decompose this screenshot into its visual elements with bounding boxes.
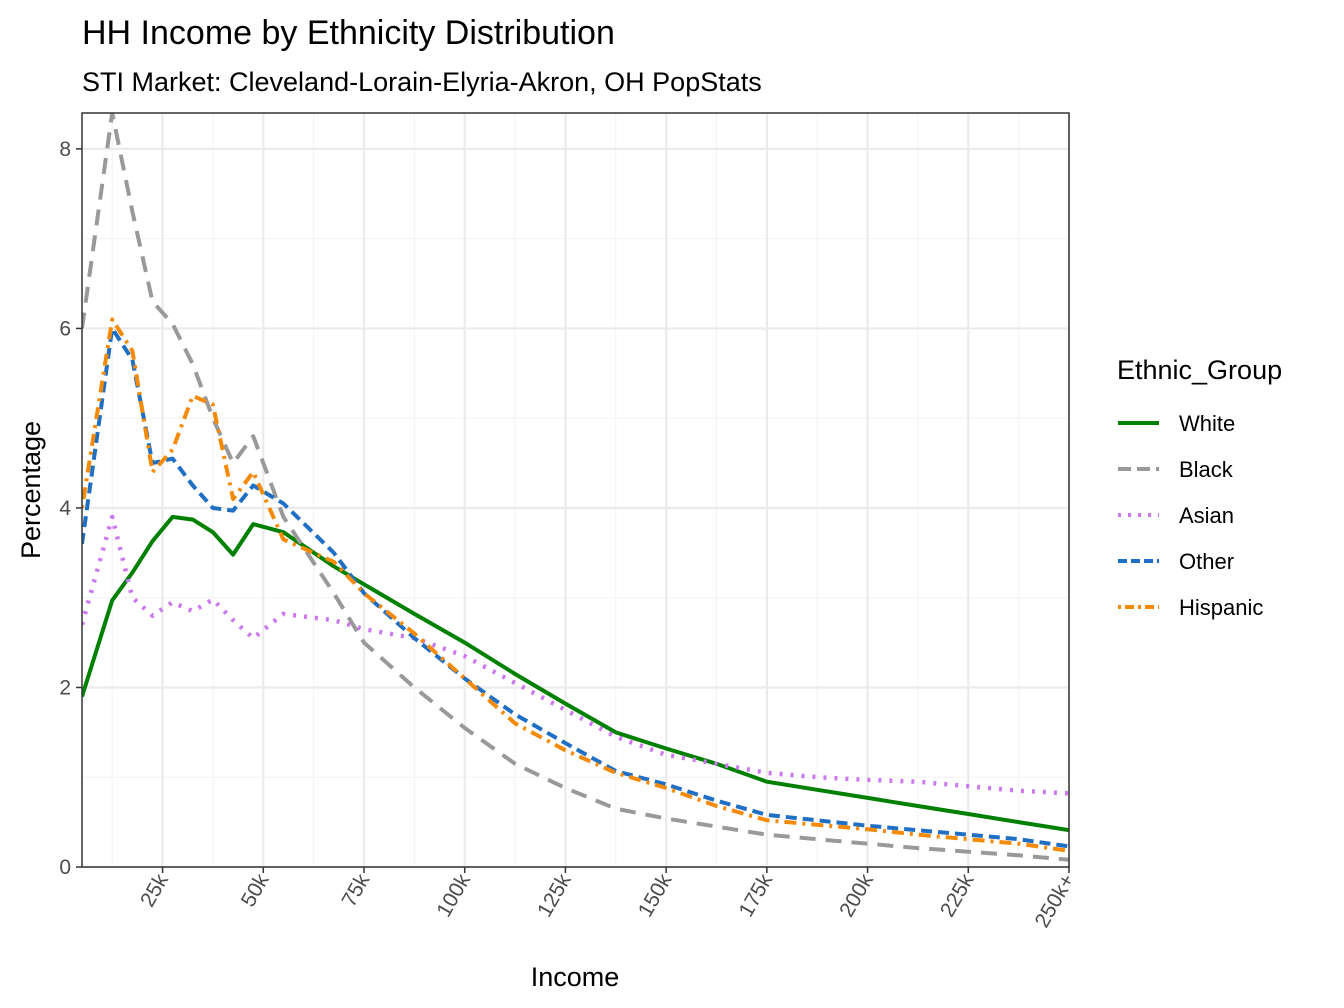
- x-tick-label: 150k: [634, 870, 677, 921]
- x-tick-label: 250k+: [1031, 870, 1080, 932]
- y-tick-label: 2: [59, 676, 71, 699]
- x-tick-label: 25k: [136, 870, 173, 911]
- x-tick-label: 225k: [936, 870, 979, 921]
- y-tick-label: 0: [59, 856, 71, 879]
- x-tick-label: 175k: [734, 870, 777, 921]
- series-line-hispanic: [82, 317, 1069, 853]
- series-line-asian: [82, 514, 1069, 796]
- legend-label-black: Black: [1179, 457, 1234, 482]
- y-axis: 0 2 4 6 8: [59, 138, 82, 879]
- plot-panel: [82, 113, 1069, 867]
- y-tick-label: 6: [59, 317, 71, 340]
- minor-gridlines: [82, 113, 1069, 867]
- chart-title: HH Income by Ethnicity Distribution: [82, 14, 615, 52]
- x-tick-label: 50k: [237, 870, 274, 911]
- series-line-white: [82, 514, 1069, 833]
- x-tick-label: 125k: [533, 870, 576, 921]
- legend-label-hispanic: Hispanic: [1179, 595, 1263, 620]
- chart-subtitle: STI Market: Cleveland-Lorain-Elyria-Akro…: [82, 67, 762, 97]
- y-axis-title: Percentage: [16, 421, 46, 559]
- legend-label-other: Other: [1179, 549, 1234, 574]
- x-tick-label: 200k: [835, 870, 878, 921]
- y-tick-label: 8: [59, 138, 71, 161]
- legend-label-white: White: [1179, 411, 1235, 436]
- x-axis: 25k 50k 75k 100k 125k 150k 175k 200k 225k 250k+: [136, 867, 1079, 932]
- legend-title: Ethnic_Group: [1117, 355, 1282, 385]
- series-line-other: [82, 326, 1069, 849]
- plot-border: [81, 112, 1070, 868]
- series-line-black: [82, 113, 1069, 862]
- legend: Ethnic_Group White Black Asian Other Hispani…: [1117, 355, 1282, 620]
- x-tick-label: 100k: [432, 870, 475, 921]
- x-axis-title: Income: [531, 962, 620, 992]
- y-tick-label: 4: [59, 497, 71, 520]
- x-tick-label: 75k: [337, 870, 374, 911]
- legend-label-asian: Asian: [1179, 503, 1234, 528]
- series-lines: [82, 113, 1069, 862]
